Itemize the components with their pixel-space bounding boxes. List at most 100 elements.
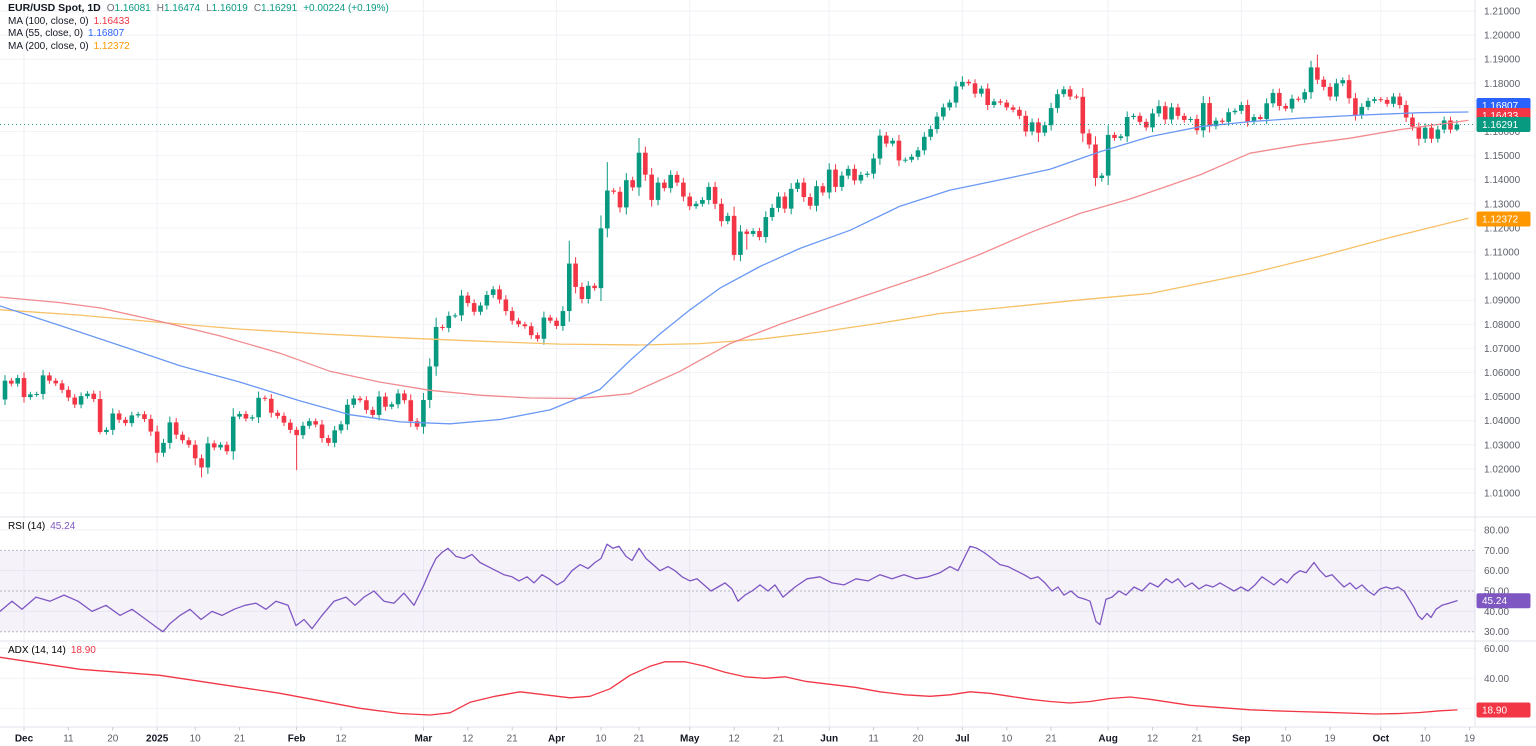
rsi-legend-row[interactable]: RSI (14) 45.24 [8, 521, 75, 532]
candle[interactable] [357, 396, 363, 403]
candle[interactable] [998, 98, 1003, 105]
candle[interactable] [1232, 108, 1238, 115]
ma-200-line[interactable] [0, 217, 1469, 346]
candle[interactable] [307, 418, 312, 429]
candle[interactable] [148, 414, 154, 436]
candle[interactable] [281, 412, 287, 427]
candle[interactable] [1270, 88, 1276, 108]
candle[interactable] [573, 257, 578, 294]
candle[interactable] [560, 306, 566, 331]
candle[interactable] [725, 212, 731, 225]
candle[interactable] [1162, 101, 1168, 125]
candle[interactable] [1029, 118, 1035, 136]
candle[interactable] [1080, 88, 1086, 143]
candle[interactable] [338, 421, 344, 434]
candle[interactable] [104, 427, 109, 435]
candle[interactable] [1302, 88, 1307, 103]
candle[interactable] [478, 302, 483, 316]
candle[interactable] [433, 317, 439, 376]
candle[interactable] [1067, 85, 1073, 101]
candle[interactable] [78, 392, 84, 409]
candle[interactable] [674, 171, 680, 187]
candle[interactable] [744, 228, 750, 250]
candle[interactable] [852, 164, 857, 185]
candle[interactable] [1074, 94, 1079, 100]
candle[interactable] [180, 431, 185, 444]
ma100-legend-row[interactable]: MA (100, close, 0) 1.16433 [8, 16, 389, 28]
candle[interactable] [243, 410, 249, 422]
candle[interactable] [1023, 110, 1029, 137]
candle[interactable] [788, 183, 794, 215]
candle[interactable] [1226, 108, 1231, 126]
candle[interactable] [9, 378, 14, 387]
candle[interactable] [681, 177, 686, 202]
candle[interactable] [135, 411, 141, 418]
candle[interactable] [750, 228, 756, 237]
candle[interactable] [896, 134, 902, 167]
candle[interactable] [763, 211, 769, 243]
candle[interactable] [91, 390, 97, 403]
candle[interactable] [1353, 92, 1358, 121]
candle[interactable] [459, 289, 464, 322]
candle[interactable] [826, 163, 832, 199]
candle[interactable] [503, 295, 509, 316]
candle[interactable] [427, 358, 433, 409]
candle[interactable] [167, 416, 173, 449]
candle[interactable] [15, 374, 20, 387]
candle[interactable] [440, 324, 445, 331]
candle[interactable] [484, 290, 490, 310]
candle[interactable] [161, 438, 166, 457]
candle[interactable] [617, 186, 623, 213]
candle[interactable] [1448, 116, 1453, 134]
candle[interactable] [389, 401, 395, 410]
candle[interactable] [991, 98, 997, 108]
candle[interactable] [1175, 103, 1181, 120]
candle[interactable] [414, 418, 420, 430]
candle[interactable] [1378, 96, 1384, 103]
candle[interactable] [1346, 74, 1352, 104]
candle[interactable] [332, 425, 337, 448]
candle[interactable] [649, 167, 654, 207]
candle[interactable] [776, 192, 781, 213]
candle[interactable] [28, 391, 33, 400]
candle[interactable] [1435, 125, 1441, 143]
candle[interactable] [1327, 83, 1333, 101]
candle[interactable] [585, 281, 591, 304]
candle[interactable] [1340, 77, 1346, 87]
candle[interactable] [313, 418, 318, 428]
candle[interactable] [979, 85, 984, 97]
candle[interactable] [947, 99, 952, 111]
candle[interactable] [446, 311, 452, 333]
candle[interactable] [1321, 76, 1327, 91]
candle[interactable] [693, 201, 699, 209]
adx-line[interactable] [0, 656, 1458, 716]
candle[interactable] [966, 79, 971, 86]
candle[interactable] [351, 395, 356, 409]
candle[interactable] [1207, 96, 1212, 133]
candle[interactable] [85, 391, 90, 399]
candle[interactable] [509, 307, 515, 325]
candle[interactable] [262, 395, 268, 402]
candle[interactable] [902, 157, 908, 163]
candle[interactable] [326, 435, 331, 446]
candle[interactable] [1010, 104, 1016, 113]
candle[interactable] [364, 396, 369, 414]
candle[interactable] [864, 171, 870, 178]
candle[interactable] [883, 131, 889, 148]
candle[interactable] [1181, 112, 1187, 123]
candle[interactable] [877, 129, 883, 165]
candle[interactable] [1188, 116, 1193, 123]
candle[interactable] [192, 440, 198, 466]
candle[interactable] [915, 146, 921, 161]
candle[interactable] [934, 112, 940, 134]
candle[interactable] [395, 389, 401, 409]
candle[interactable] [554, 317, 559, 330]
candle[interactable] [256, 391, 261, 424]
candle[interactable] [1004, 99, 1010, 111]
candle[interactable] [1239, 101, 1244, 114]
candle[interactable] [611, 188, 616, 195]
candle[interactable] [833, 164, 838, 193]
candle[interactable] [636, 138, 642, 196]
candle[interactable] [687, 192, 693, 211]
candle[interactable] [1219, 118, 1225, 125]
